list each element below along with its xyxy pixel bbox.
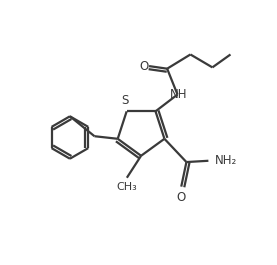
Text: O: O (140, 60, 149, 73)
Text: NH₂: NH₂ (215, 154, 237, 167)
Text: S: S (122, 94, 129, 108)
Text: O: O (177, 191, 186, 204)
Text: CH₃: CH₃ (116, 182, 137, 192)
Text: NH: NH (170, 87, 187, 100)
